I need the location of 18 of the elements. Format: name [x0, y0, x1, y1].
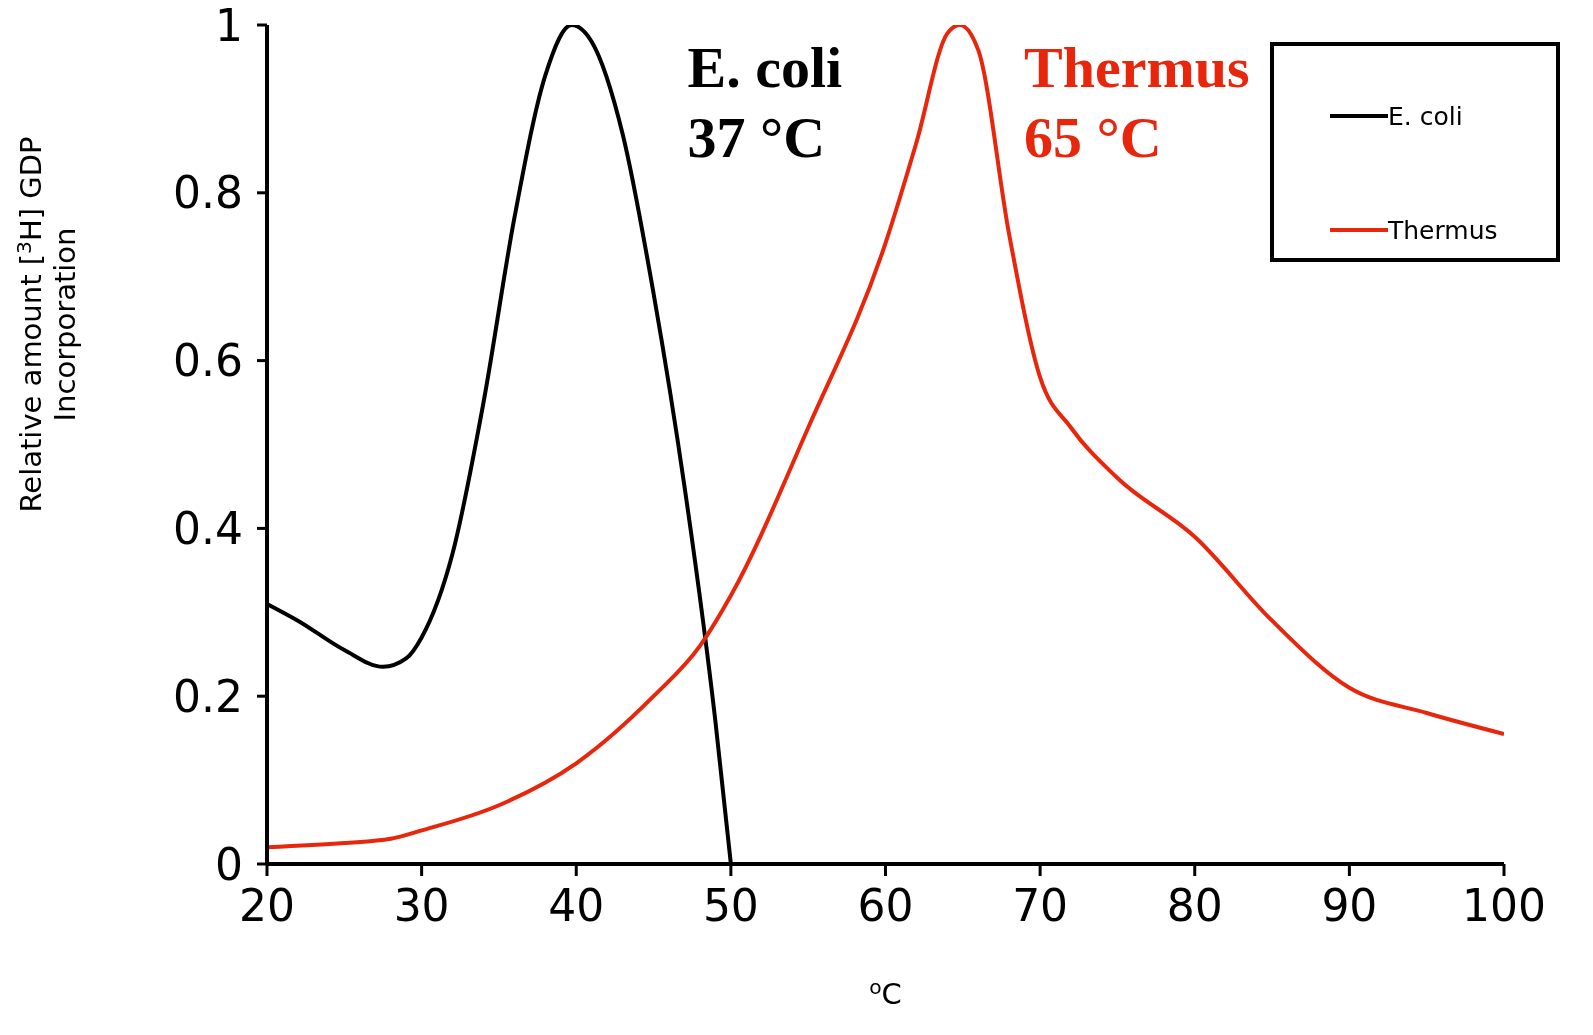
- x-tick-label: 80: [1166, 880, 1223, 932]
- y-tick-label: 0.8: [173, 167, 243, 219]
- x-tick-label: 60: [857, 880, 914, 932]
- x-tick-label: 100: [1462, 880, 1546, 932]
- x-tick-label: 70: [1012, 880, 1069, 932]
- x-tick-label: 30: [393, 880, 450, 932]
- y-tick-label: 1: [215, 0, 243, 51]
- legend-label: Thermus: [1388, 215, 1498, 245]
- annotation: Thermus 65 °C: [1024, 35, 1250, 170]
- annotation: E. coli 37 °C: [687, 35, 843, 170]
- y-tick-label: 0.4: [173, 503, 243, 555]
- x-tick-label: 40: [548, 880, 605, 932]
- y-tick-label: 0.6: [173, 335, 243, 387]
- x-axis-title: $^{o}$C: [869, 975, 902, 1011]
- legend-label: E. coli: [1388, 101, 1463, 131]
- x-tick-label: 90: [1321, 880, 1378, 932]
- y-tick-label: 0.2: [173, 670, 243, 722]
- x-tick-label: 50: [702, 880, 759, 932]
